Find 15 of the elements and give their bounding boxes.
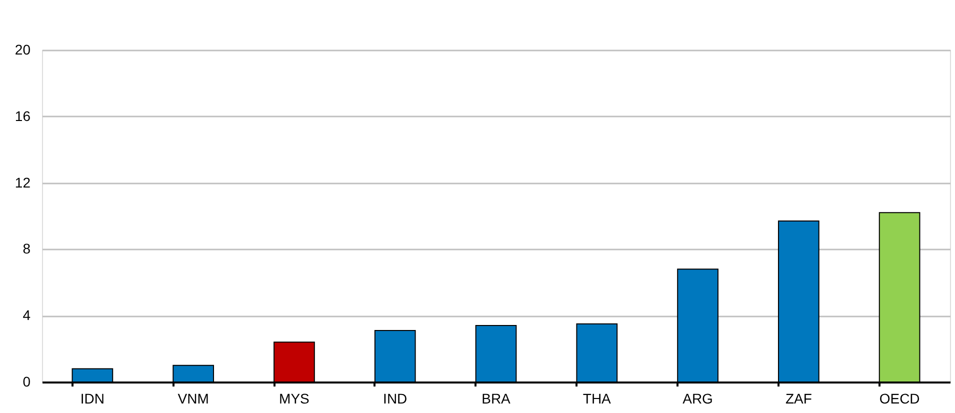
y-tick-label: 4 — [22, 307, 31, 324]
x-tick-label: ARG — [682, 390, 713, 406]
y-tick-label: 0 — [22, 374, 31, 390]
y-tick-label: 16 — [14, 108, 31, 124]
x-tick-label: THA — [582, 390, 612, 406]
x-tick-label: IDN — [80, 390, 105, 406]
x-tick-label: VNM — [178, 390, 209, 406]
x-tick-label: IND — [383, 390, 408, 406]
x-tick-label: MYS — [279, 390, 310, 406]
y-tick-label: 8 — [22, 240, 31, 257]
x-tick-label: OECD — [879, 390, 920, 406]
x-tick-label: ZAF — [785, 390, 812, 406]
y-tick-label: 20 — [14, 42, 31, 58]
x-tick-label: BRA — [482, 390, 512, 406]
y-tick-label: 12 — [14, 174, 31, 190]
